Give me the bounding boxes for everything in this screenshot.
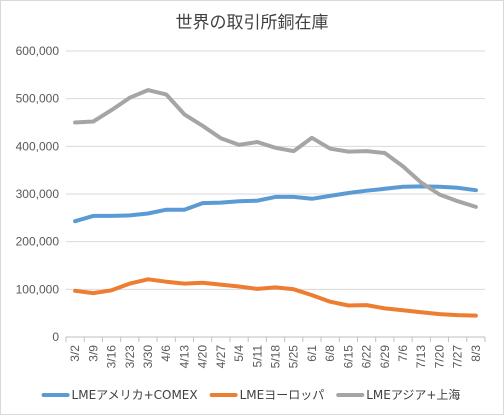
y-tick-label: 600,000 (16, 44, 60, 58)
legend: LMEアメリカ+COMEX LMEヨーロッパ LMEアジア+上海 (41, 387, 460, 402)
gridlines (66, 50, 485, 290)
x-tick-label: 5/18 (269, 345, 283, 369)
x-tick-label: 4/6 (159, 345, 173, 362)
x-tick-label: 8/3 (469, 345, 483, 362)
x-tick-label: 6/22 (360, 345, 374, 369)
x-tick-label: 3/16 (105, 345, 119, 369)
y-tick-label: 100,000 (16, 282, 60, 296)
series-line-2 (73, 277, 478, 318)
x-tick-label: 6/29 (378, 345, 392, 369)
chart-title: 世界の取引所銅在庫 (176, 13, 329, 33)
y-tick-label: 500,000 (16, 92, 60, 106)
x-tick-label: 3/30 (141, 345, 155, 369)
legend-label-1: LMEアメリカ+COMEX (72, 388, 198, 402)
x-tick-label: 4/27 (214, 345, 228, 369)
series-line-3 (73, 88, 478, 209)
x-tick-label: 4/20 (196, 345, 210, 369)
x-tick-label: 3/9 (86, 345, 100, 362)
x-tick-label: 3/23 (123, 345, 137, 369)
x-tick-label: 3/2 (68, 345, 82, 362)
y-axis: 0 100,000 200,000 300,000 400,000 500,000 600,… (16, 44, 60, 344)
x-tick-label: 7/6 (396, 345, 410, 362)
y-tick-label: 200,000 (16, 235, 60, 249)
x-tick-label: 5/11 (250, 345, 264, 368)
x-tick-label: 4/13 (177, 345, 191, 369)
x-tick-label: 5/25 (287, 345, 301, 369)
plot-area (73, 88, 478, 318)
legend-label-3: LMEアジア+上海 (366, 387, 460, 402)
y-tick-label: 300,000 (16, 187, 60, 201)
x-tick-label: 5/4 (232, 345, 246, 362)
x-tick-label: 7/20 (432, 345, 446, 369)
x-tick-label: 6/1 (305, 345, 319, 362)
x-tick-label: 6/15 (341, 345, 355, 369)
x-tick-label: 7/27 (451, 345, 465, 369)
x-axis: 3/2 3/9 3/16 3/23 3/30 4/6 4/13 4/20 4/27 5/4 5/11… (65, 336, 486, 369)
y-tick-label: 400,000 (16, 139, 60, 153)
legend-label-2: LMEヨーロッパ (240, 388, 325, 402)
x-tick-label: 6/8 (323, 345, 337, 362)
y-tick-label: 0 (52, 330, 59, 344)
series-line-1 (73, 184, 478, 224)
x-tick-label: 7/13 (414, 345, 428, 369)
